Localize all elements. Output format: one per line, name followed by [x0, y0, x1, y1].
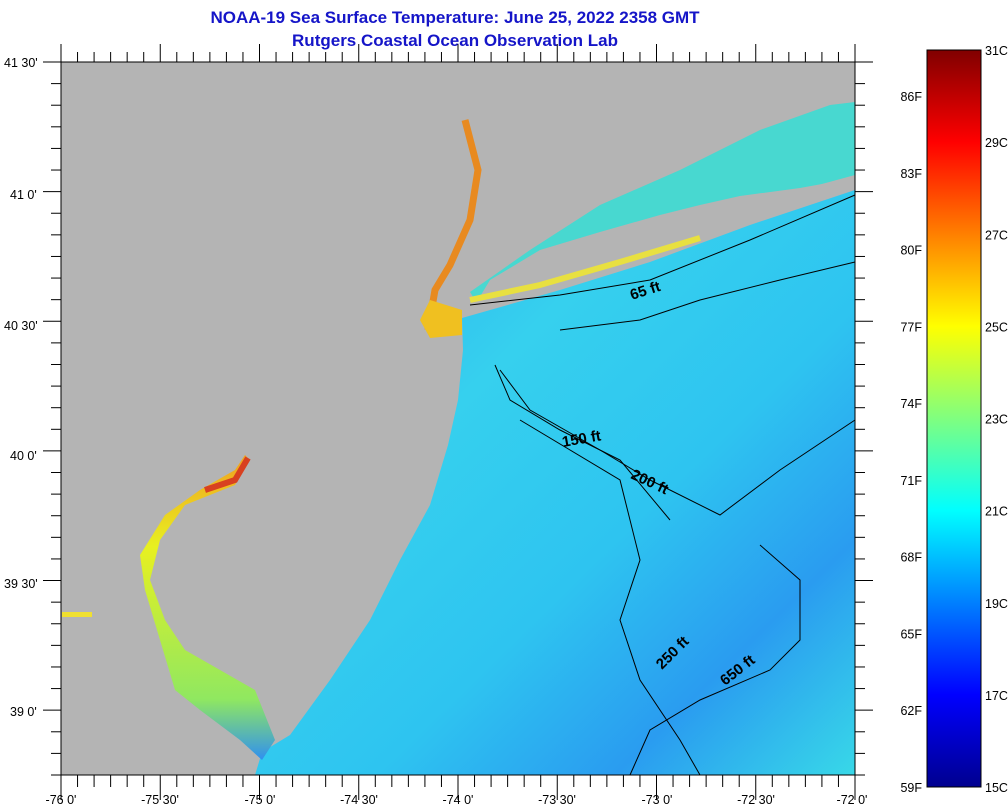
x-tick-label: -73 0' — [642, 793, 673, 807]
colorbar-label: 19C — [985, 597, 1008, 611]
bathymetry-contours — [469, 194, 856, 776]
hudson-river — [424, 119, 482, 331]
y-tick-label: 40 0' — [10, 449, 37, 463]
colorbar-label: 77F — [900, 320, 922, 334]
map-title: NOAA-19 Sea Surface Temperature: June 25… — [210, 8, 700, 27]
contour-200ft — [499, 369, 856, 516]
water-patch — [62, 612, 92, 617]
colorbar-label: 31C — [985, 44, 1008, 58]
delaware-bay — [140, 455, 275, 760]
map-plot-area: 65 ft 150 ft 200 ft 250 ft 650 ft — [60, 61, 856, 776]
colorbar-label: 68F — [900, 551, 922, 565]
colorbar: 86F 83F 80F 77F 74F 71F 68F 65F 62F 59F 31C 29C 27C… — [900, 44, 1007, 795]
colorbar-label: 74F — [900, 397, 922, 411]
x-tick-label: -76 0' — [46, 793, 77, 807]
colorbar-label: 71F — [900, 474, 922, 488]
contour-label-150: 150 ft — [561, 427, 603, 451]
colorbar-label: 23C — [985, 413, 1008, 427]
contour-150ft — [494, 364, 671, 521]
long-island — [478, 178, 855, 300]
y-tick-label: 39 30' — [4, 577, 38, 591]
x-tick-label: -72 30' — [737, 793, 775, 807]
contour-65ft — [469, 194, 856, 306]
celsius-labels: 31C 29C 27C 25C 23C 21C 19C 17C 15C — [985, 44, 1008, 795]
y-tick-label: 41 30' — [4, 56, 38, 70]
colorbar-label: 17C — [985, 689, 1008, 703]
colorbar-label: 27C — [985, 228, 1008, 242]
raritan-bay — [420, 300, 462, 338]
long-island-south-shore-warm-band — [469, 235, 701, 303]
x-tick-label: -75 0' — [245, 793, 276, 807]
colorbar-label: 65F — [900, 627, 922, 641]
colorbar-gradient — [926, 49, 982, 788]
colorbar-label: 86F — [900, 90, 922, 104]
x-tick-label: -73 30' — [538, 793, 576, 807]
x-tick-label: -75 30' — [141, 793, 179, 807]
y-axis-labels: 41 30' 41 0' 40 30' 40 0' 39 30' 39 0' — [4, 56, 38, 719]
contour-shelf — [559, 261, 856, 331]
contour-650ft — [629, 544, 801, 776]
colorbar-label: 83F — [900, 167, 922, 181]
colorbar-label: 21C — [985, 505, 1008, 519]
delaware-river-upper — [204, 456, 251, 493]
y-tick-label: 39 0' — [10, 705, 37, 719]
colorbar-label: 80F — [900, 244, 922, 258]
x-axis-labels: -76 0' -75 30' -75 0' -74 30' -74 0' -73… — [46, 793, 868, 807]
colorbar-label: 29C — [985, 136, 1008, 150]
colorbar-label: 62F — [900, 704, 922, 718]
x-tick-label: -72 0' — [837, 793, 868, 807]
colorbar-label: 25C — [985, 320, 1008, 334]
x-tick-label: -74 0' — [443, 793, 474, 807]
y-tick-label: 41 0' — [10, 188, 37, 202]
contour-250ft — [519, 419, 701, 776]
fahrenheit-labels: 86F 83F 80F 77F 74F 71F 68F 65F 62F 59F — [900, 90, 922, 795]
colorbar-label: 59F — [900, 781, 922, 795]
colorbar-label: 15C — [985, 781, 1008, 795]
axis-ticks — [43, 44, 873, 800]
map-subtitle: Rutgers Coastal Ocean Observation Lab — [292, 31, 618, 50]
x-tick-label: -74 30' — [340, 793, 378, 807]
y-tick-label: 40 30' — [4, 319, 38, 333]
ocean-area — [255, 190, 855, 775]
